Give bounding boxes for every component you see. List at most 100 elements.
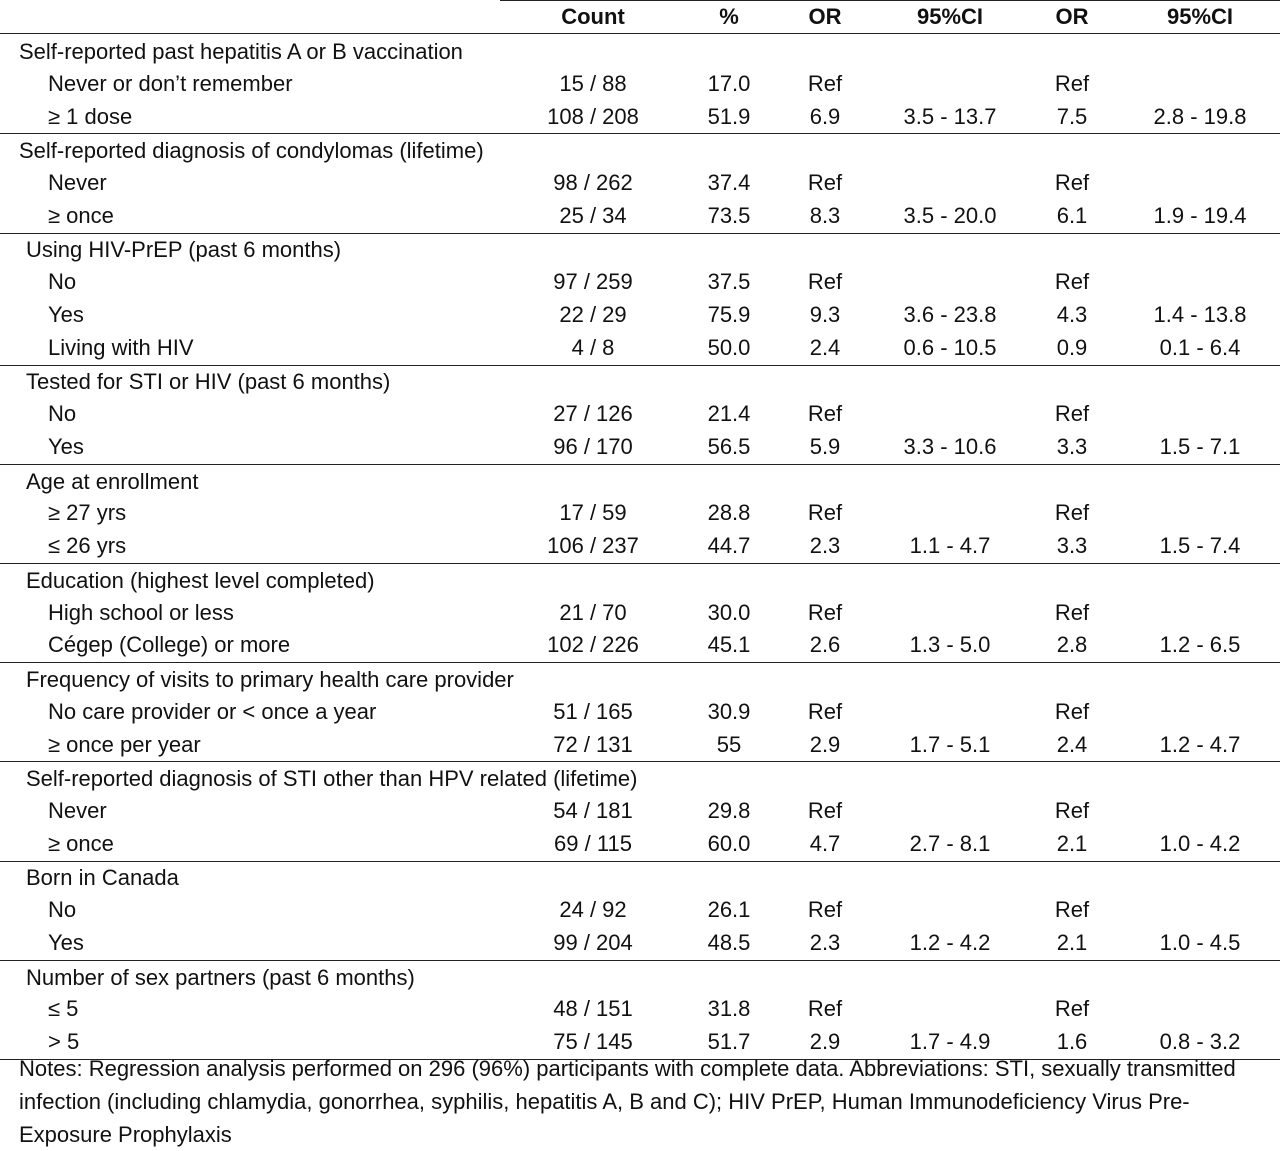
row-label: No care provider or < once a year — [48, 698, 377, 724]
row-label: Never or don’t remember — [48, 70, 293, 96]
table-row: No 24 / 92 26.1 Ref Ref — [0, 894, 1280, 926]
group-header-row: Self-reported diagnosis of condylomas (l… — [0, 134, 1280, 167]
row-label: ≤ 5 — [48, 996, 79, 1022]
count-cell: 48 / 151 — [553, 996, 633, 1022]
or-crude-cell: 6.9 — [809, 103, 841, 129]
percent-cell: 30.9 — [707, 698, 751, 724]
table-row: Never 98 / 262 37.4 Ref Ref — [0, 167, 1280, 199]
count-cell: 72 / 131 — [553, 731, 633, 757]
table-row: ≥ once 69 / 115 60.0 4.7 2.7 - 8.1 2.1 1.0 - 4… — [0, 828, 1280, 860]
row-label: High school or less — [48, 599, 234, 625]
group-separator-rule — [0, 761, 1280, 762]
ci-adjusted-cell: 0.1 - 6.4 — [1159, 334, 1241, 360]
row-label: No — [48, 269, 77, 295]
row-label: ≥ once — [48, 202, 114, 228]
or-crude-cell: 8.3 — [809, 202, 841, 228]
percent-cell: 37.4 — [707, 170, 751, 195]
or-crude-cell: 2.9 — [809, 1029, 841, 1055]
percent-cell: 56.5 — [707, 434, 751, 459]
count-cell: 106 / 237 — [547, 533, 639, 559]
header-count: Count — [561, 4, 625, 29]
ci-adjusted-cell: 1.5 - 7.1 — [1159, 434, 1241, 459]
table-row: > 5 75 / 145 51.7 2.9 1.7 - 4.9 1.6 0.8 - 3.2 — [0, 1026, 1280, 1058]
or-adjusted-cell: Ref — [1054, 70, 1090, 96]
table-row: Yes 22 / 29 75.9 9.3 3.6 - 23.8 4.3 1.4 - 13.8 — [0, 299, 1280, 331]
row-label: Cégep (College) or more — [48, 632, 291, 658]
table-row: Never 54 / 181 29.8 Ref Ref — [0, 795, 1280, 827]
ci-crude-cell: 1.1 - 4.7 — [909, 533, 991, 559]
percent-cell: 60.0 — [707, 830, 751, 856]
count-cell: 98 / 262 — [553, 170, 633, 195]
ci-adjusted-cell: 1.2 - 4.7 — [1159, 731, 1241, 757]
ci-crude-cell: 2.7 - 8.1 — [909, 830, 991, 856]
count-cell: 17 / 59 — [559, 500, 627, 526]
group-header-row: Tested for STI or HIV (past 6 months) — [0, 365, 1280, 398]
percent-cell: 48.5 — [707, 930, 751, 955]
ci-adjusted-cell: 1.0 - 4.5 — [1159, 930, 1241, 955]
row-label: Yes — [48, 930, 84, 955]
group-header-row: Frequency of visits to primary health ca… — [0, 663, 1280, 696]
group-separator-rule — [0, 365, 1280, 366]
row-label: > 5 — [48, 1029, 80, 1055]
ci-adjusted-cell: 1.0 - 4.2 — [1159, 830, 1241, 856]
ci-crude-cell: 1.3 - 5.0 — [909, 632, 991, 658]
group-label: Self-reported diagnosis of STI other tha… — [26, 766, 638, 792]
or-crude-cell: 2.3 — [809, 930, 841, 955]
ci-crude-cell: 3.5 - 20.0 — [903, 202, 997, 228]
count-cell: 108 / 208 — [547, 103, 639, 129]
percent-cell: 44.7 — [707, 533, 751, 559]
group-separator-rule — [0, 861, 1280, 862]
or-adjusted-cell: 2.1 — [1056, 830, 1088, 856]
percent-cell: 51.9 — [707, 103, 751, 129]
or-adjusted-cell: Ref — [1054, 698, 1090, 724]
table-row: Yes 96 / 170 56.5 5.9 3.3 - 10.6 3.3 1.5 - 7.1 — [0, 431, 1280, 463]
group-label: Education (highest level completed) — [26, 567, 375, 593]
percent-cell: 17.0 — [707, 70, 751, 96]
table-row: ≥ once 25 / 34 73.5 8.3 3.5 - 20.0 6.1 1.9 - 1… — [0, 200, 1280, 232]
header-ci-adjusted: 95%CI — [1166, 4, 1234, 29]
count-cell: 97 / 259 — [553, 269, 633, 295]
or-adjusted-cell: 2.8 — [1056, 632, 1088, 658]
ci-crude-cell: 3.6 - 23.8 — [903, 302, 997, 327]
count-cell: 15 / 88 — [559, 70, 627, 96]
table-row: Cégep (College) or more 102 / 226 45.1 2.6 1… — [0, 629, 1280, 661]
row-label: Never — [48, 170, 107, 195]
percent-cell: 45.1 — [707, 632, 751, 658]
count-cell: 69 / 115 — [554, 830, 632, 856]
or-crude-cell: Ref — [807, 996, 843, 1022]
table-row: No care provider or < once a year 51 / 16… — [0, 696, 1280, 728]
group-label: Number of sex partners (past 6 months) — [26, 964, 415, 990]
header-rule — [0, 33, 1280, 34]
count-cell: 24 / 92 — [559, 897, 627, 923]
ci-crude-cell: 3.5 - 13.7 — [903, 103, 997, 129]
header-ci-crude: 95%CI — [916, 4, 984, 29]
or-adjusted-cell: Ref — [1054, 401, 1090, 427]
or-crude-cell: Ref — [807, 599, 843, 625]
percent-cell: 29.8 — [707, 798, 751, 823]
or-adjusted-cell: 2.4 — [1056, 731, 1088, 757]
row-label: ≥ 27 yrs — [48, 500, 127, 526]
table-row: Never or don’t remember 15 / 88 17.0 Ref Ref — [0, 68, 1280, 100]
group-separator-rule — [0, 960, 1280, 961]
group-label: Age at enrollment — [26, 468, 199, 494]
or-crude-cell: Ref — [807, 897, 843, 923]
table-notes: Notes: Regression analysis performed on … — [19, 1056, 1236, 1147]
group-header-row: Using HIV-PrEP (past 6 months) — [0, 233, 1280, 266]
row-label: ≥ 1 dose — [48, 103, 133, 129]
or-crude-cell: 9.3 — [809, 302, 841, 327]
group-label: Self-reported diagnosis of condylomas (l… — [19, 138, 484, 164]
or-crude-cell: 2.4 — [809, 334, 841, 360]
group-separator-rule — [0, 133, 1280, 134]
or-adjusted-cell: Ref — [1054, 269, 1090, 295]
group-header-row: Age at enrollment — [0, 465, 1280, 498]
or-adjusted-cell: 6.1 — [1056, 202, 1088, 228]
count-cell: 51 / 165 — [553, 698, 633, 724]
or-crude-cell: Ref — [807, 500, 843, 526]
group-header-row: Self-reported diagnosis of STI other tha… — [0, 762, 1280, 795]
percent-cell: 37.5 — [707, 269, 751, 295]
group-separator-rule — [0, 1059, 1280, 1060]
group-separator-rule — [0, 662, 1280, 663]
percent-cell: 26.1 — [707, 897, 751, 923]
percent-cell: 55 — [716, 731, 742, 757]
row-label: ≥ once — [48, 830, 114, 856]
